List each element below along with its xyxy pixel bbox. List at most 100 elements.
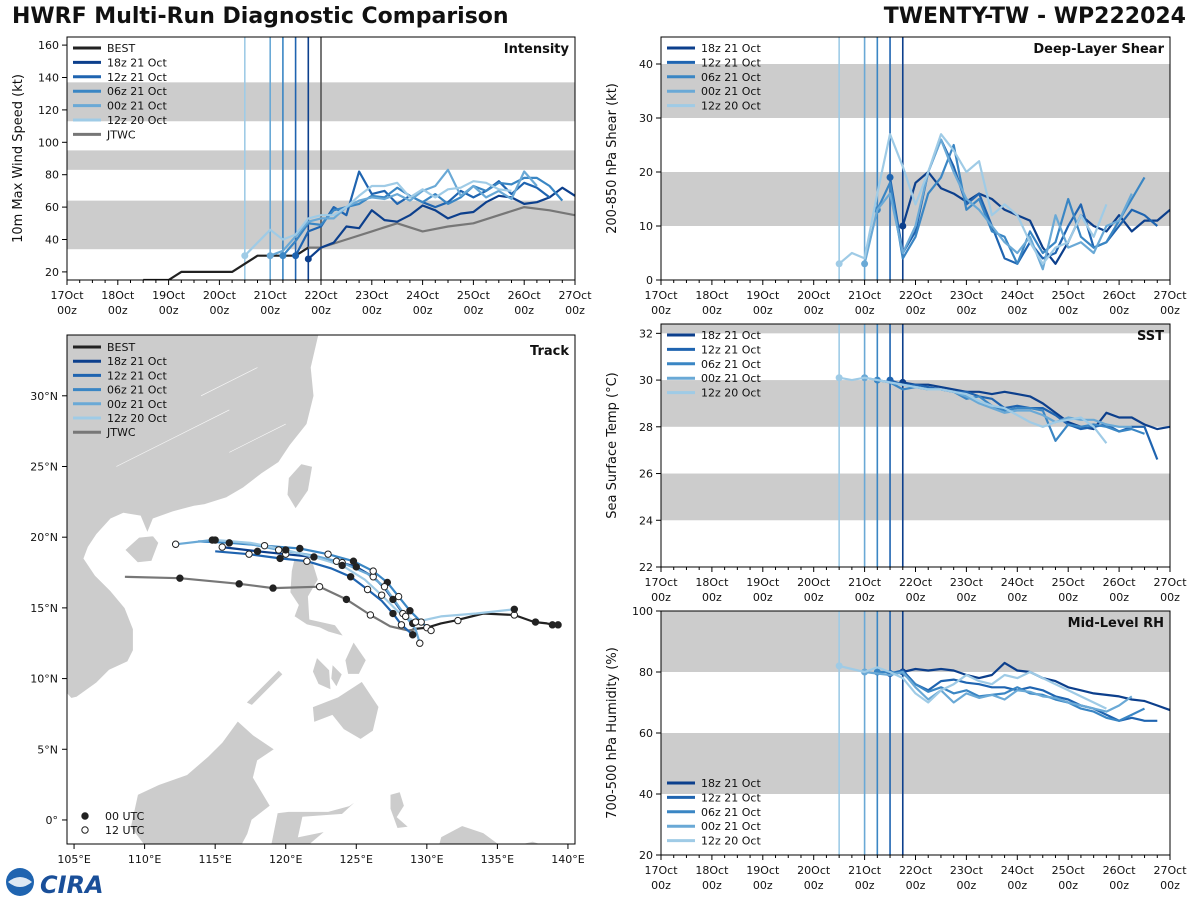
- sst-xtick-hour: 00z: [957, 591, 977, 604]
- rh-plot-area: [661, 611, 1170, 855]
- cebu-island-land: [330, 663, 343, 688]
- intensity-ytick-label: 40: [45, 234, 59, 247]
- track-position-marker-12z-21-oct: [245, 550, 253, 558]
- shear-threshold-band: [661, 172, 1170, 226]
- sst-y-axis-label: Sea Surface Temp (°C): [605, 372, 620, 519]
- intensity-xtick-hour: 00z: [108, 304, 128, 317]
- sst-xtick-hour: 00z: [1058, 591, 1078, 604]
- intensity-xtick-hour: 00z: [159, 304, 179, 317]
- legend-label-18z-21-oct: 18z 21 Oct: [107, 355, 167, 368]
- track-position-marker-18z-21-oct: [253, 547, 262, 556]
- mainland-asia-land: [67, 335, 320, 699]
- sst-xtick-date: 23Oct: [950, 576, 984, 589]
- admin-border-line: [116, 437, 173, 467]
- track-position-marker-jtwc: [366, 611, 375, 619]
- legend-label-18z-21-oct: 18z 21 Oct: [107, 56, 167, 69]
- intensity-xtick-date: 21Oct: [254, 289, 288, 302]
- track-position-marker-jtwc: [235, 580, 243, 588]
- track-panel: 105°E 110°E 115°E 120°E 125°E 130°E 135°E 140°E…: [30, 334, 585, 866]
- intensity-init-marker-18z-21-oct: [304, 255, 312, 263]
- legend-label-12z-20-oct: 12z 20 Oct: [107, 412, 167, 425]
- track-position-marker-12z-20-oct: [282, 546, 290, 554]
- mindanao-island-land: [312, 680, 380, 740]
- borneo-island-land: [130, 720, 276, 844]
- track-panel-title: Track: [530, 344, 569, 359]
- shear-xtick-date: 23Oct: [950, 289, 984, 302]
- intensity-ytick-label: 160: [38, 39, 59, 52]
- shear-series-18z-21-oct: [901, 170, 1170, 265]
- track-position-marker-jtwc: [269, 584, 277, 592]
- track-position-marker-best: [454, 616, 462, 625]
- rh-xtick-date: 18Oct: [695, 864, 729, 877]
- sst-xtick-date: 26Oct: [1103, 576, 1137, 589]
- sst-panel-title: SST: [1137, 329, 1164, 344]
- shear-xtick-hour: 00z: [1160, 304, 1180, 317]
- intensity-ytick-label: 20: [45, 266, 59, 279]
- sst-threshold-band: [661, 324, 1170, 334]
- intensity-series-00z-21-oct: [269, 168, 538, 257]
- track-map-area: [67, 335, 562, 844]
- shear-ytick-label: 10: [639, 220, 653, 233]
- admin-border-line: [229, 423, 286, 453]
- rh-xtick-hour: 00z: [957, 879, 977, 892]
- intensity-series-12z-20-oct: [244, 180, 512, 257]
- track-position-marker-12z-21-oct: [389, 609, 397, 618]
- taiwan-island-land: [286, 463, 313, 510]
- sulawesi-island-land: [270, 798, 360, 844]
- legend-label-00z-21-oct: 00z 21 Oct: [701, 372, 761, 385]
- track-position-marker-06z-21-oct: [260, 541, 269, 550]
- track-lon-tick-label: 135°E: [481, 853, 514, 866]
- legend-label-06z-21-oct: 06z 21 Oct: [701, 358, 761, 371]
- hainan-island-land: [124, 535, 160, 564]
- sst-xtick-hour: 00z: [804, 591, 824, 604]
- intensity-xtick-date: 17Oct: [50, 289, 84, 302]
- intensity-xtick-hour: 00z: [311, 304, 331, 317]
- sst-ytick-label: 30: [639, 374, 653, 387]
- shear-init-marker-12z-21-oct: [886, 173, 894, 181]
- intensity-xtick-hour: 00z: [464, 304, 484, 317]
- intensity-xtick-hour: 00z: [57, 304, 77, 317]
- track-position-marker-06z-21-oct: [296, 544, 304, 553]
- new-guinea-land: [438, 825, 542, 844]
- rh-xtick-date: 24Oct: [1001, 864, 1035, 877]
- halmahera-island-land: [389, 791, 410, 829]
- legend-label-18z-21-oct: 18z 21 Oct: [701, 329, 761, 342]
- sst-xtick-hour: 00z: [906, 591, 926, 604]
- rh-ytick-label: 60: [639, 727, 653, 740]
- rh-xtick-hour: 00z: [1109, 879, 1129, 892]
- track-lat-tick-label: 5°N: [37, 743, 58, 756]
- sst-plot-area: [661, 324, 1170, 567]
- track-lon-tick-label: 130°E: [410, 853, 443, 866]
- track-marker-legend-label: 00 UTC: [105, 810, 145, 823]
- shear-ytick-label: 40: [639, 58, 653, 71]
- intensity-series-jtwc: [308, 206, 575, 249]
- track-position-marker-00z-21-oct: [171, 540, 180, 548]
- sst-xtick-date: 27Oct: [1153, 576, 1187, 589]
- sst-xtick-date: 18Oct: [695, 576, 729, 589]
- track-position-marker-06z-21-oct: [369, 567, 377, 575]
- sst-ytick-label: 24: [639, 514, 653, 527]
- rh-xtick-date: 21Oct: [848, 864, 882, 877]
- rh-init-marker-12z-20-oct: [835, 662, 843, 670]
- track-position-marker-00z-21-oct: [380, 582, 389, 591]
- track-position-marker-best: [548, 621, 557, 629]
- rh-xtick-hour: 00z: [702, 879, 722, 892]
- legend-label-00z-21-oct: 00z 21 Oct: [701, 820, 761, 833]
- track-position-marker-jtwc: [315, 582, 324, 591]
- intensity-panel: 20 40 60 80 100 120 140 160 17Oct 00z 18Oct 00z 19Oc…: [11, 36, 592, 317]
- rh-xtick-hour: 00z: [804, 879, 824, 892]
- rh-series-06z-21-oct: [877, 670, 1145, 722]
- sst-xtick-date: 21Oct: [848, 576, 882, 589]
- rh-xtick-date: 23Oct: [950, 864, 984, 877]
- rh-xtick-hour: 00z: [1160, 879, 1180, 892]
- legend-label-12z-20-oct: 12z 20 Oct: [701, 387, 761, 400]
- sst-panel: 22 24 26 28 30 32 17Oct 00z 18Oct 00z 19Oct 00z 20Oc…: [605, 323, 1187, 604]
- track-marker-legend-swatch: [81, 826, 89, 834]
- sst-threshold-band: [661, 473, 1170, 521]
- intensity-xtick-hour: 00z: [260, 304, 280, 317]
- rh-xtick-date: 17Oct: [644, 864, 678, 877]
- shear-xtick-date: 20Oct: [797, 289, 831, 302]
- sst-xtick-hour: 00z: [1109, 591, 1129, 604]
- track-position-marker-12z-20-oct: [510, 605, 519, 613]
- intensity-ytick-label: 120: [38, 104, 59, 117]
